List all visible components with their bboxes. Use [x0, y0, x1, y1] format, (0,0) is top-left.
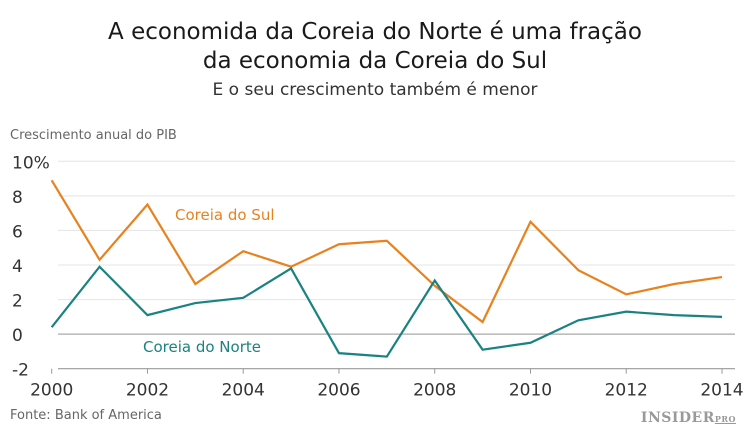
y-tick-label: -2: [12, 361, 29, 381]
y-tick-label: 6: [12, 222, 23, 242]
x-tick-label: 2004: [222, 381, 265, 401]
chart-title: A economida da Coreia do Norte é uma fra…: [0, 18, 750, 76]
series-label-coreia-do-sul: Coreia do Sul: [175, 206, 275, 224]
title-line-1: A economida da Coreia do Norte é uma fra…: [108, 19, 642, 45]
x-tick-label: 2008: [413, 381, 456, 401]
x-tick-label: 2000: [30, 381, 73, 401]
y-tick-label: 10%: [12, 153, 50, 173]
y-tick-label: 0: [12, 326, 23, 346]
x-tick-label: 2002: [126, 381, 169, 401]
x-tick-label: 2006: [317, 381, 360, 401]
insider-pro-logo: INSIDERPRO: [640, 410, 736, 426]
y-tick-label: 2: [12, 292, 23, 312]
x-tick-label: 2010: [509, 381, 552, 401]
chart-subtitle: E o seu crescimento também é menor: [212, 80, 538, 100]
y-tick-label: 4: [12, 257, 23, 277]
y-axis-label: Crescimento anual do PIB: [10, 128, 177, 143]
y-tick-label: 8: [12, 188, 23, 208]
series-line-coreia-do-sul: [50, 179, 723, 324]
series-label-coreia-do-norte: Coreia do Norte: [143, 338, 261, 356]
title-line-2: da economia da Coreia do Sul: [202, 48, 548, 74]
x-tick-label: 2014: [700, 381, 743, 401]
x-tick-label: 2012: [605, 381, 648, 401]
source-note: Fonte: Bank of America: [10, 408, 162, 423]
